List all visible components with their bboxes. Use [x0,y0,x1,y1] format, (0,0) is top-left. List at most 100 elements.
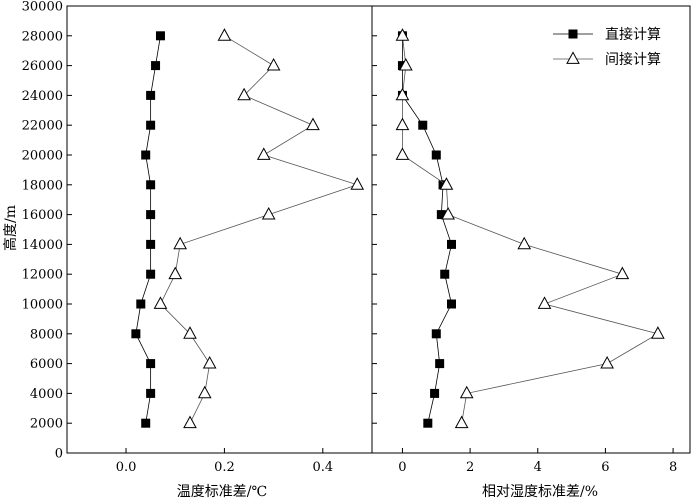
data-point-square [431,150,441,160]
data-point-square [146,210,156,220]
y-tick-label: 0 [55,447,63,462]
legend-item: 直接计算 [553,26,661,43]
series-line [135,35,161,424]
data-point-triangle [395,117,410,131]
y-tick-label: 16000 [22,208,63,223]
series-left-open-triangle [153,28,365,429]
data-point-square [440,269,450,279]
panel-left-x-axis-title: 温度标准差/℃ [177,484,267,500]
data-point-square [146,90,156,100]
x-tick-label: 2 [466,460,474,475]
data-point-triangle [306,117,320,131]
data-point-triangle [395,28,410,41]
data-point-triangle [439,177,454,190]
data-point-triangle [615,266,630,280]
data-point-square [146,359,156,369]
data-point-triangle [237,87,251,101]
data-point-triangle [173,236,187,250]
data-point-triangle [600,355,614,369]
data-point-square [146,120,156,130]
x-axis-title-left: 温度标准差/℃ [177,484,267,500]
y-tick-label: 24000 [22,89,63,104]
data-point-square [131,329,141,339]
x-tick-label: 0.2 [214,460,235,475]
data-point-triangle [217,28,232,41]
y-tick-label: 28000 [22,29,63,44]
series-right-open-triangle [395,28,665,429]
data-point-triangle [266,57,281,71]
data-point-square [430,388,440,398]
data-point-triangle [454,415,469,429]
data-point-triangle [183,415,197,429]
x-tick-label: 0 [398,460,406,475]
data-point-square [568,29,578,39]
y-tick-label: 22000 [22,119,63,134]
y-tick-label: 10000 [22,298,63,313]
data-point-triangle [261,206,276,220]
data-point-triangle [517,236,532,250]
data-point-square [447,299,456,309]
series-right-filled-square [397,31,456,428]
data-point-triangle [153,296,168,309]
data-point-square [146,388,156,398]
y-tick-label: 12000 [22,268,63,283]
data-point-square [155,31,165,41]
data-point-square [136,299,146,309]
data-point-square [141,418,151,428]
data-point-triangle [566,51,580,64]
y-tick-label: 18000 [22,178,63,193]
data-point-triangle [441,206,455,220]
x-tick-label: 8 [669,460,677,475]
data-point-square [151,61,161,71]
data-point-square [423,418,433,428]
y-axis-title-group: 高度/m [2,205,19,251]
panel-right-x-axis-title: 相对湿度标准差/% [482,484,598,500]
data-point-triangle [197,385,212,399]
x-tick-label: 0.4 [312,460,333,475]
data-point-triangle [350,177,365,190]
data-point-triangle [202,355,217,369]
data-point-square [447,239,456,249]
data-point-triangle [651,326,665,339]
data-point-triangle [537,296,552,309]
series-line [402,35,452,424]
data-point-square [146,180,156,190]
plot-area: 0 2000 4000 6000 8000 10000 12000 14000 16000 180… [22,0,691,475]
y-tick-label: 14000 [22,238,63,253]
y-tick-label: 30000 [22,0,63,15]
y-tick-label: 26000 [22,59,63,74]
series-line [402,35,659,424]
y-tick-label: 2000 [30,417,63,432]
data-point-square [418,120,428,130]
data-point-square [435,359,445,369]
data-point-triangle [459,385,474,399]
y-tick-label: 4000 [30,387,63,402]
data-point-triangle [168,266,183,280]
y-tick-label: 20000 [22,149,63,164]
data-point-triangle [395,147,410,160]
x-tick-label: 0.0 [116,460,137,475]
legend-label: 直接计算 [605,26,661,43]
data-point-square [146,239,156,249]
data-point-triangle [183,326,197,339]
data-point-triangle [256,147,271,160]
data-point-square [146,269,156,279]
legend-item: 间接计算 [553,51,661,68]
legend-label: 间接计算 [605,51,661,68]
data-point-square [436,210,446,220]
y-axis-title: 高度/m [2,205,19,251]
x-tick-label: 6 [601,460,609,475]
series-line [159,35,359,424]
data-point-triangle [395,87,410,101]
series-left-filled-square [131,31,165,428]
data-point-square [431,329,441,339]
y-tick-label: 8000 [30,327,63,342]
data-point-triangle [398,57,413,71]
data-point-square [141,150,151,160]
x-tick-label: 4 [534,460,542,475]
x-axis-title-right: 相对湿度标准差/% [482,484,598,500]
plot-frame [66,5,691,454]
y-tick-label: 6000 [30,357,63,372]
